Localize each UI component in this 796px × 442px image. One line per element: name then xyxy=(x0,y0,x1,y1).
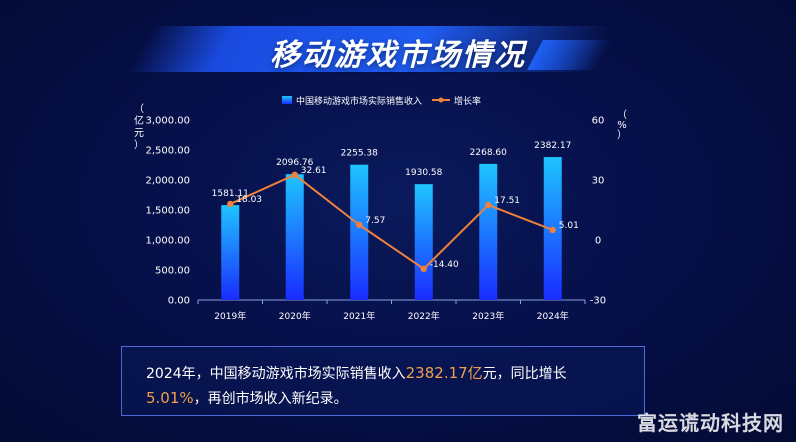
revenue-bar xyxy=(285,174,304,300)
growth-rate-data-label: 7.57 xyxy=(365,216,385,226)
y-left-tick-label: 2,000.00 xyxy=(145,176,190,187)
revenue-data-label: 2255.38 xyxy=(341,149,378,159)
revenue-bar xyxy=(350,164,369,300)
x-tick-label: 2023年 xyxy=(472,310,504,322)
legend-line-marker xyxy=(438,97,444,103)
y-left-tick-label: 0.00 xyxy=(168,296,190,307)
watermark: 富运谎动科技网 xyxy=(637,411,784,435)
revenue-data-label: 2096.76 xyxy=(276,158,313,168)
revenue-data-label: 1930.58 xyxy=(405,168,442,178)
y-left-axis-label-char: （ xyxy=(134,103,144,115)
legend-bar-label: 中国移动游戏市场实际销售收入 xyxy=(296,95,422,107)
growth-rate-point xyxy=(549,226,556,234)
y-left-tick-label: 1,000.00 xyxy=(145,236,190,247)
growth-rate-data-label: 18.03 xyxy=(236,195,262,205)
x-tick-label: 2020年 xyxy=(279,310,311,322)
summary-text-1: 2024年，中国移动游戏市场实际销售收入 xyxy=(146,366,406,382)
page-title: 移动游戏市场情况 xyxy=(270,38,526,73)
growth-rate-data-label: -14.40 xyxy=(430,260,459,270)
y-left-tick-label: 500.00 xyxy=(155,266,190,277)
y-left-axis-label-char: 亿 xyxy=(134,114,144,127)
summary-box: 2024年，中国移动游戏市场实际销售收入2382.17亿元，同比增长 5.01%，… xyxy=(121,346,645,416)
y-right-axis-label-char: （ xyxy=(617,109,627,121)
y-right-tick-label: 0 xyxy=(595,236,601,247)
y-right-axis-label-char: % xyxy=(617,120,627,131)
y-right-axis-label-char: ） xyxy=(617,129,627,141)
summary-highlight-growth: 5.01% xyxy=(146,389,194,407)
y-left-tick-label: 2,500.00 xyxy=(145,146,190,157)
growth-rate-data-label: 32.61 xyxy=(301,166,327,176)
revenue-data-label: 2382.17 xyxy=(534,141,571,151)
summary-text-3: ，再创市场收入新纪录。 xyxy=(193,391,348,407)
y-right-tick-label: 60 xyxy=(592,116,605,127)
y-left-axis-label-char: 元 xyxy=(134,128,144,139)
y-left-tick-label: 1,500.00 xyxy=(145,206,190,217)
revenue-bar xyxy=(414,184,433,300)
growth-rate-data-label: 5.01 xyxy=(559,221,579,231)
x-tick-label: 2021年 xyxy=(343,310,375,322)
revenue-data-label: 2268.60 xyxy=(470,148,507,158)
x-tick-label: 2022年 xyxy=(408,310,440,322)
y-left-tick-label: 3,000.00 xyxy=(145,116,190,127)
revenue-bar xyxy=(221,205,240,300)
y-right-tick-label: -30 xyxy=(590,296,606,307)
growth-rate-point xyxy=(485,201,492,209)
growth-rate-data-label: 17.51 xyxy=(494,196,520,206)
y-right-tick-label: 30 xyxy=(592,176,605,187)
x-tick-label: 2019年 xyxy=(214,310,246,322)
growth-rate-point xyxy=(356,221,363,229)
bar-line-chart: 中国移动游戏市场实际销售收入 增长率 0.00 500.00 1,000.00 1,5… xyxy=(134,95,627,322)
chart-legend: 中国移动游戏市场实际销售收入 增长率 xyxy=(282,95,481,107)
y-left-axis-label-char: ） xyxy=(134,139,144,151)
x-tick-label: 2024年 xyxy=(537,310,569,322)
growth-rate-point xyxy=(291,171,298,178)
growth-rate-point xyxy=(420,265,427,272)
summary-highlight-revenue: 2382.17亿 xyxy=(405,364,483,382)
growth-rate-line xyxy=(229,173,554,271)
revenue-bar xyxy=(479,163,498,300)
revenue-data-label: 1581.11 xyxy=(212,189,249,199)
growth-rate-point xyxy=(227,200,234,208)
legend-line-label: 增长率 xyxy=(454,95,481,107)
summary-text-2: 元，同比增长 xyxy=(482,366,567,382)
legend-bar-swatch xyxy=(282,96,292,104)
